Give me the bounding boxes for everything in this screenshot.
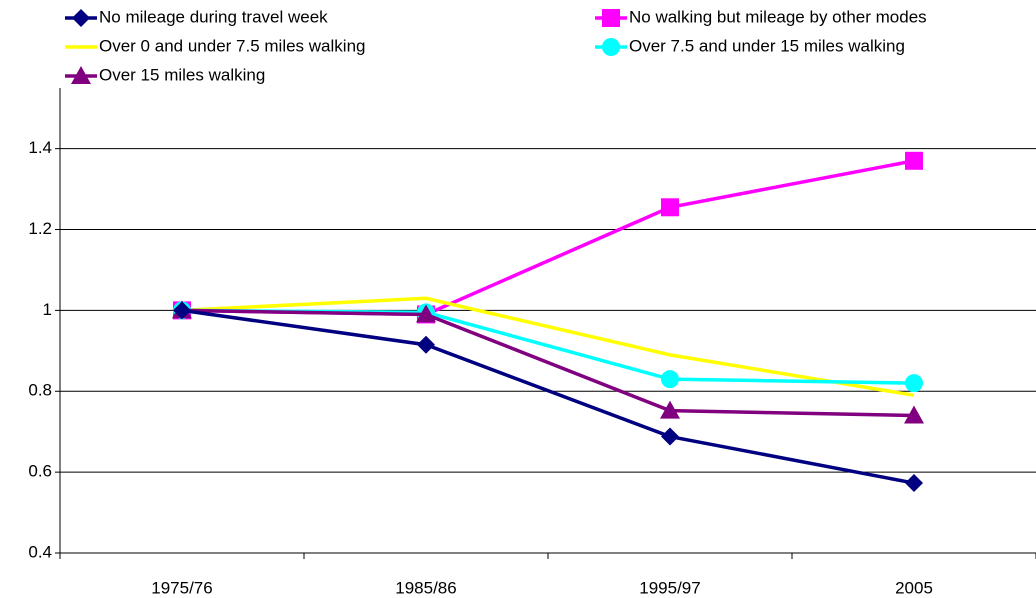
y-tick-label: 0.4	[28, 542, 52, 561]
marker	[173, 301, 191, 320]
series-line	[181, 308, 915, 418]
x-tick-label: 1995/97	[639, 578, 700, 597]
x-tick-label: 1975/76	[151, 578, 212, 597]
marker	[72, 9, 90, 27]
y-tick-label: 1.2	[28, 219, 52, 238]
marker	[661, 198, 679, 217]
marker	[661, 370, 679, 389]
y-tick-label: 0.6	[28, 462, 52, 481]
y-tick-label: 0.8	[28, 381, 52, 400]
y-tick-label: 1.4	[28, 138, 52, 157]
x-tick-label: 1985/86	[395, 578, 456, 597]
marker	[904, 405, 924, 424]
y-tick-label: 1	[43, 300, 52, 319]
marker	[661, 427, 679, 446]
series-line	[181, 296, 915, 398]
marker	[905, 474, 923, 493]
legend-label: Over 15 miles walking	[99, 65, 265, 84]
x-tick-label: 2005	[895, 578, 933, 597]
marker	[602, 9, 620, 27]
series-line	[181, 308, 915, 485]
marker	[602, 38, 620, 56]
marker	[416, 304, 436, 323]
legend-label: No walking but mileage by other modes	[629, 7, 927, 26]
marker	[417, 335, 435, 354]
series-line	[181, 308, 915, 385]
marker	[905, 374, 923, 393]
legend-label: Over 7.5 and under 15 miles walking	[629, 36, 905, 55]
legend-label: Over 0 and under 7.5 miles walking	[99, 36, 365, 55]
marker	[660, 400, 680, 419]
legend-label: No mileage during travel week	[99, 7, 328, 26]
series-line	[181, 159, 915, 317]
marker	[71, 66, 91, 84]
marker	[905, 151, 923, 170]
